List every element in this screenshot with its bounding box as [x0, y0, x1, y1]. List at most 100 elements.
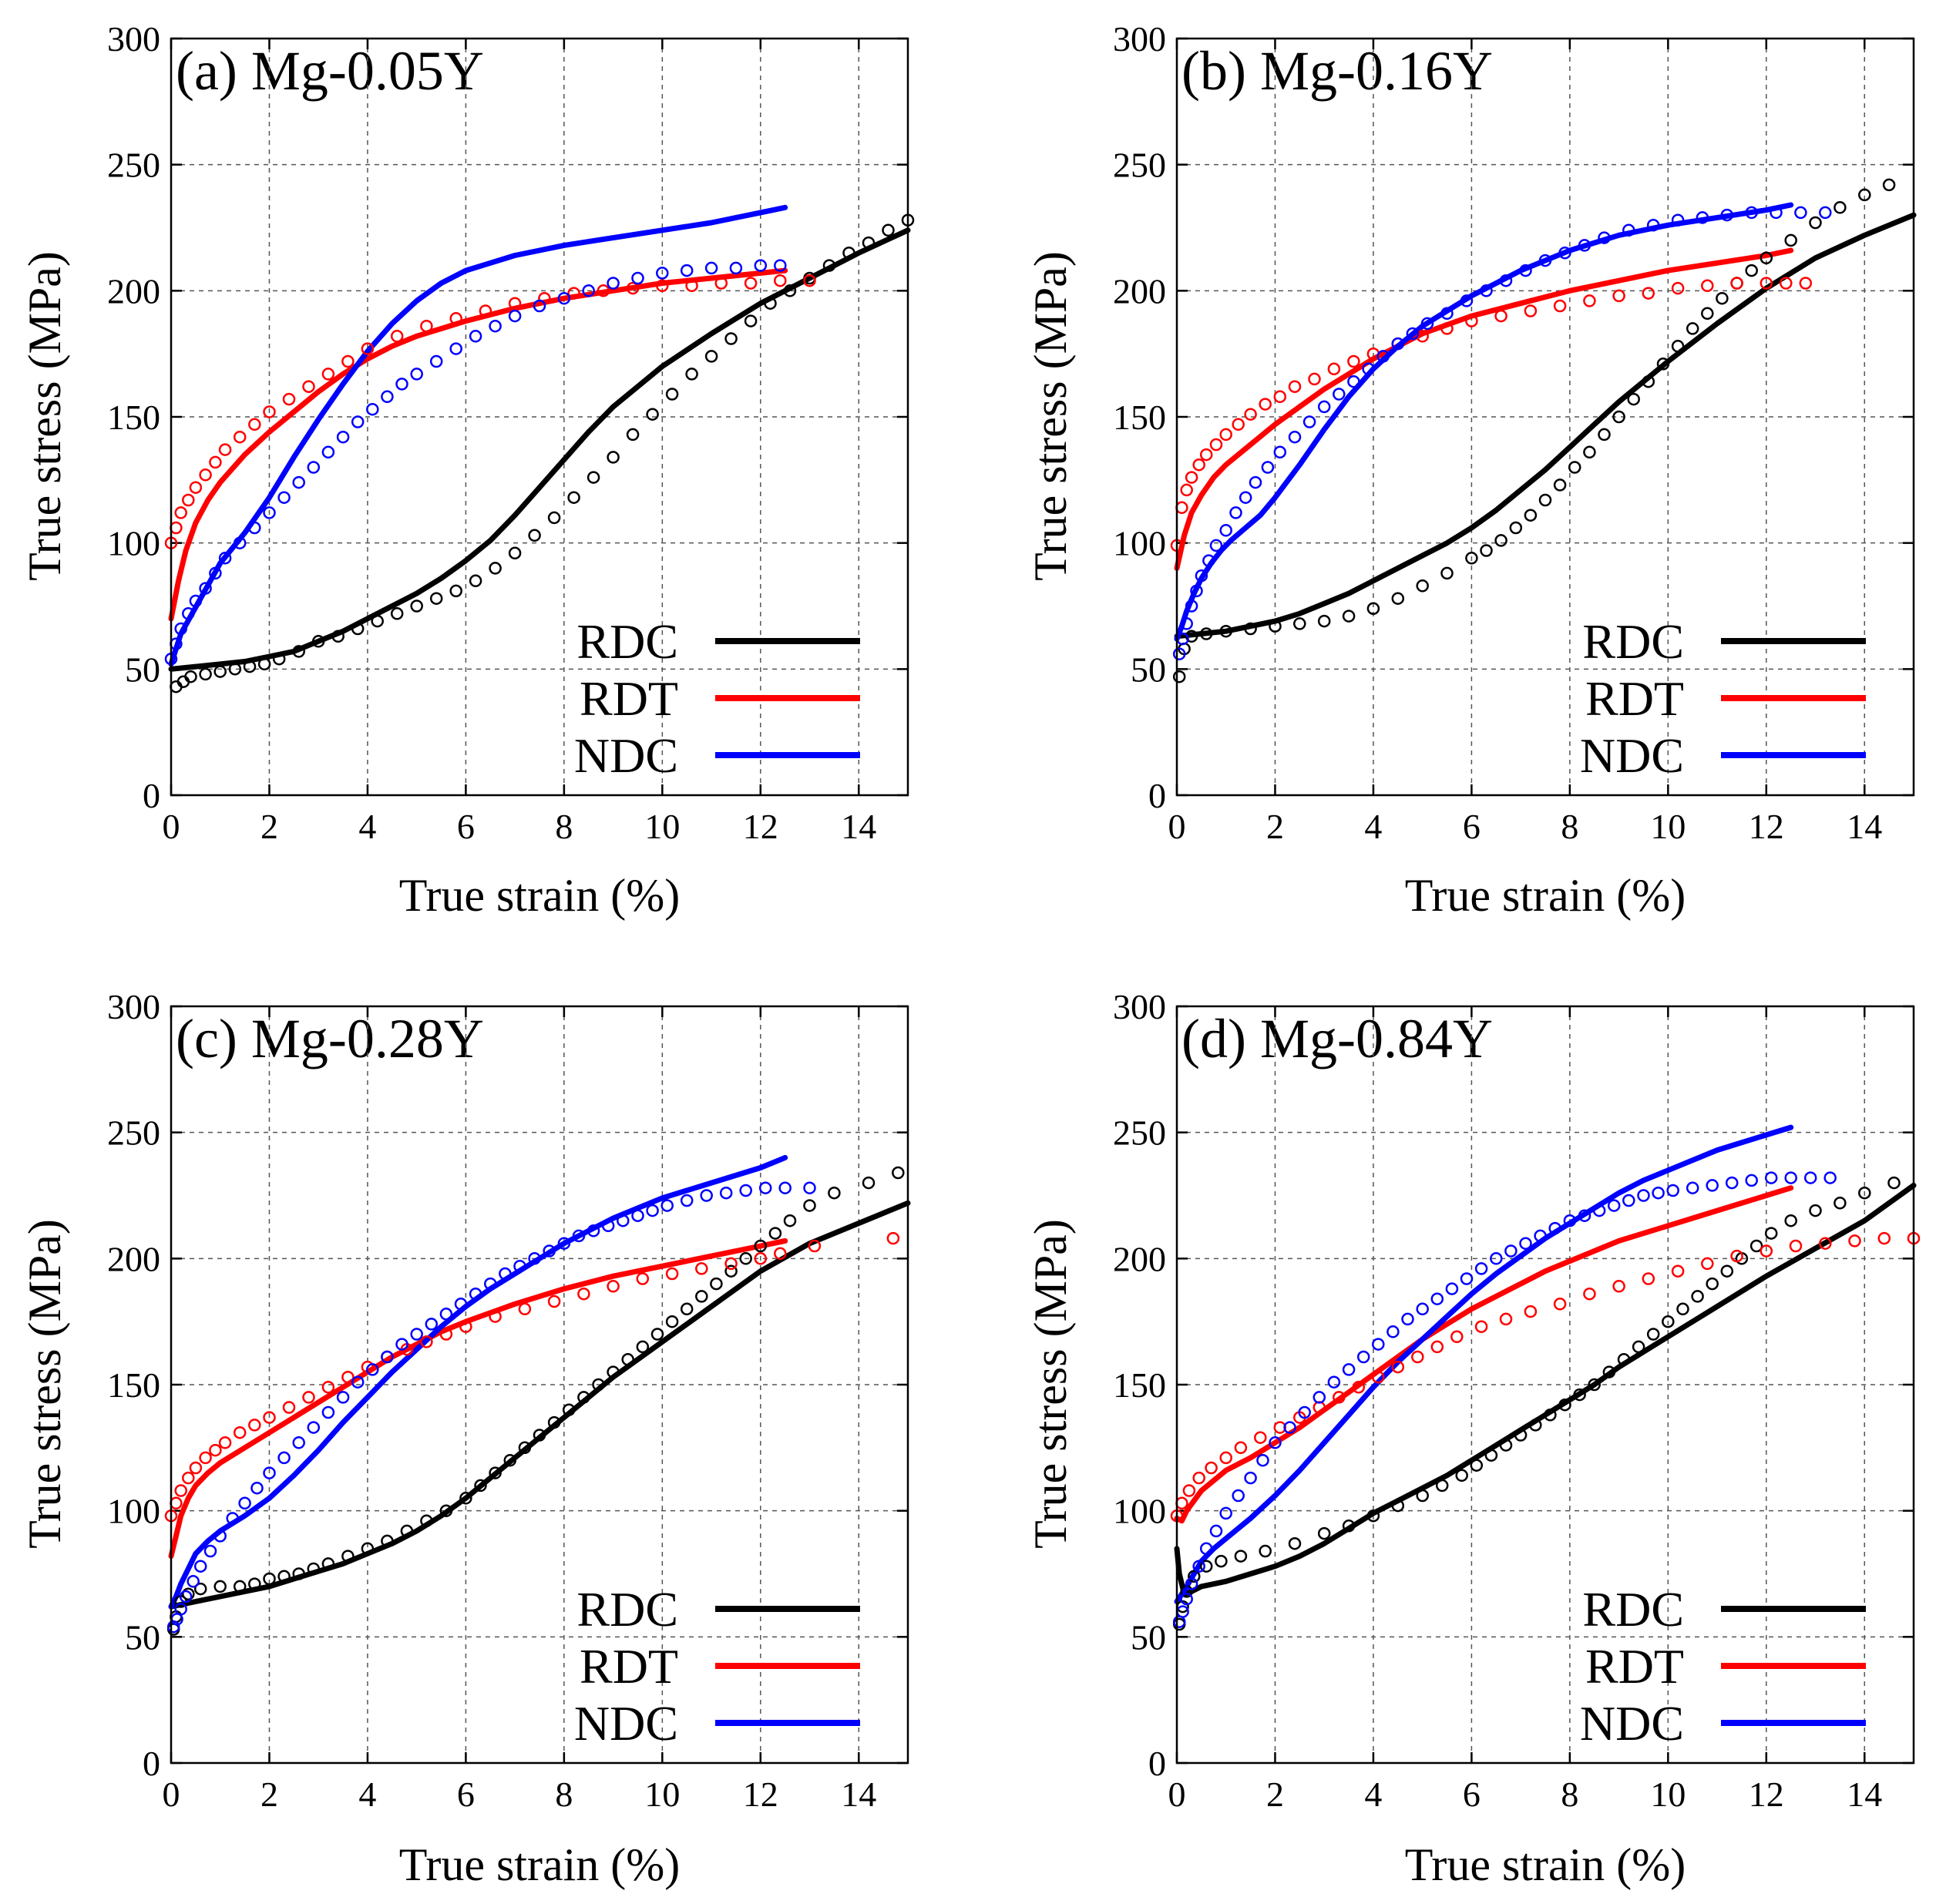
data-point-rdc — [1583, 445, 1596, 459]
x-tick-label: 8 — [1561, 807, 1578, 846]
series-line-ndc — [1174, 202, 1794, 642]
data-point-ndc — [1519, 264, 1532, 277]
data-point-ndc — [410, 1328, 423, 1341]
data-point-ndc — [1440, 307, 1454, 321]
data-point-ndc — [1302, 415, 1316, 428]
x-tick-label: 0 — [1168, 1775, 1186, 1814]
data-point-ndc — [1347, 374, 1360, 388]
data-point-ndc — [601, 1219, 615, 1233]
data-point-rdc — [1484, 1449, 1498, 1462]
data-point-rdt — [626, 281, 640, 295]
data-point-ndc — [1283, 1421, 1296, 1434]
data-point-rdc — [626, 428, 640, 442]
data-point-ndc — [680, 264, 694, 277]
data-point-rdt — [744, 277, 758, 290]
data-point-rdt — [656, 279, 669, 293]
data-point-rdc — [754, 1239, 768, 1253]
x-tick-label: 12 — [743, 1775, 778, 1814]
data-point-ndc — [704, 261, 718, 275]
data-point-ndc — [1199, 1542, 1213, 1556]
data-point-rdc — [321, 1557, 335, 1570]
x-tick-label: 10 — [1650, 1775, 1686, 1814]
data-point-rdt — [282, 1401, 296, 1414]
data-point-ndc — [1607, 1199, 1621, 1212]
data-point-rdt — [420, 1335, 433, 1348]
series-line-rdc — [1174, 212, 1917, 640]
data-point-rdc — [892, 1166, 905, 1180]
series-line-rdt — [1174, 247, 1794, 571]
y-tick-label: 300 — [1113, 987, 1166, 1026]
data-point-rdt — [754, 1252, 768, 1265]
panel-d-title: (d) Mg-0.84Y — [1181, 1008, 1493, 1070]
data-point-rdc — [764, 297, 777, 310]
data-point-ndc — [469, 1287, 482, 1301]
data-point-ndc — [1637, 1189, 1650, 1202]
data-point-rdc — [1760, 251, 1773, 265]
panel-c-xlabel: True strain (%) — [399, 1839, 680, 1890]
data-point-ndc — [646, 1204, 659, 1217]
data-point-rdc — [1342, 1520, 1356, 1533]
data-point-rdc — [1706, 1277, 1719, 1291]
y-tick-label: 0 — [143, 1744, 160, 1783]
data-point-ndc — [617, 1214, 630, 1227]
data-point-rdc — [1317, 614, 1331, 628]
data-point-ndc — [336, 430, 350, 444]
data-point-rdt — [1848, 1234, 1861, 1248]
data-point-rdc — [828, 1186, 841, 1200]
data-point-rdc — [518, 1441, 532, 1455]
data-point-rdc — [646, 408, 659, 421]
data-point-rdt — [1199, 448, 1213, 462]
data-point-rdt — [199, 1451, 212, 1465]
data-point-ndc — [1313, 1391, 1326, 1404]
data-point-rdc — [1662, 1315, 1675, 1328]
data-point-ndc — [395, 378, 408, 391]
data-point-ndc — [1180, 1592, 1193, 1606]
data-point-rdc — [199, 667, 212, 681]
data-point-ndc — [1406, 327, 1420, 341]
data-point-rdt — [233, 430, 247, 444]
data-point-rdc — [1691, 1290, 1704, 1303]
data-point-rdt — [459, 1320, 472, 1333]
data-point-ndc — [1558, 246, 1571, 260]
data-point-rdc — [1573, 1388, 1586, 1402]
panel-c: (c) Mg-0.28Y True strain (%) True stress… — [19, 987, 911, 1890]
data-point-ndc — [1474, 1262, 1488, 1275]
data-point-rdt — [1254, 1431, 1267, 1444]
data-point-rdc — [410, 599, 423, 613]
data-point-ndc — [513, 1259, 526, 1273]
series-line-rdc — [168, 1200, 911, 1610]
panel-d-xlabel: True strain (%) — [1405, 1839, 1686, 1890]
data-point-rdc — [1199, 1560, 1213, 1573]
data-point-rdt — [1273, 390, 1287, 404]
data-point-ndc — [1202, 554, 1215, 567]
x-tick-label: 2 — [1266, 1775, 1284, 1814]
data-point-ndc — [1686, 1181, 1699, 1194]
data-point-rdt — [341, 1370, 355, 1384]
plot-frame — [1175, 1005, 1915, 1765]
data-point-rdt — [1333, 1391, 1346, 1404]
data-point-rdc — [592, 1378, 605, 1392]
data-point-rdt — [479, 304, 492, 317]
data-point-rdt — [233, 1425, 247, 1439]
data-point-rdc — [243, 660, 257, 673]
data-point-rdt — [1819, 1237, 1832, 1250]
y-tick-label: 250 — [1113, 1113, 1166, 1153]
data-point-ndc — [484, 1277, 497, 1291]
data-point-rdc — [503, 1453, 517, 1467]
data-point-rdc — [1598, 428, 1611, 442]
data-point-rdt — [636, 1272, 650, 1285]
y-tick-label: 150 — [1113, 398, 1166, 437]
data-point-rdt — [1205, 1461, 1218, 1475]
data-point-rdt — [1327, 362, 1341, 376]
data-point-ndc — [1745, 1174, 1758, 1187]
data-point-ndc — [587, 1224, 600, 1237]
data-point-ndc — [1490, 1252, 1503, 1265]
data-point-rdc — [1701, 307, 1714, 321]
data-point-ndc — [381, 1350, 394, 1364]
data-point-rdc — [724, 1264, 738, 1278]
data-point-ndc — [1696, 211, 1709, 224]
x-tick-label: 0 — [163, 807, 180, 846]
data-point-rdc — [1185, 630, 1198, 643]
data-point-rdt — [1430, 1340, 1444, 1354]
data-point-ndc — [454, 1298, 468, 1311]
